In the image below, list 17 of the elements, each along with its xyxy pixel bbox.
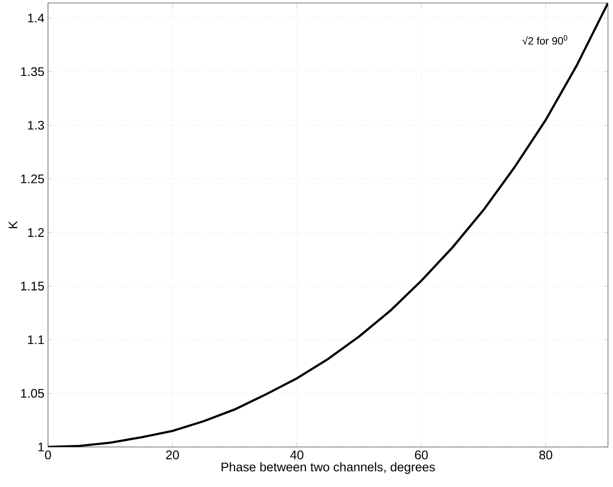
- y-axis-title: K: [8, 220, 18, 228]
- y-tick-label: 1.35: [21, 67, 44, 76]
- y-tick-label: 1.2: [28, 228, 44, 237]
- y-tick-label: 1.3: [28, 120, 44, 130]
- y-tick-label: 1.1: [28, 335, 44, 344]
- y-tick-label: 1.05: [21, 388, 44, 398]
- x-tick-label: 20: [166, 450, 179, 460]
- y-tick-label: 1.15: [21, 282, 44, 290]
- y-tick-label: 1.25: [21, 174, 44, 184]
- y-tick-label: 1: [38, 442, 44, 452]
- x-tick-label: 40: [290, 450, 304, 460]
- x-tick-label: 60: [415, 450, 428, 460]
- annotation: √2 for 90$^{0}$: [522, 35, 568, 45]
- x-tick-label: 0: [45, 450, 51, 460]
- x-tick-label: 80: [539, 450, 552, 460]
- x-axis-title: Phase between two channels, degrees: [222, 462, 435, 474]
- y-tick-label: 1.4: [28, 14, 44, 22]
